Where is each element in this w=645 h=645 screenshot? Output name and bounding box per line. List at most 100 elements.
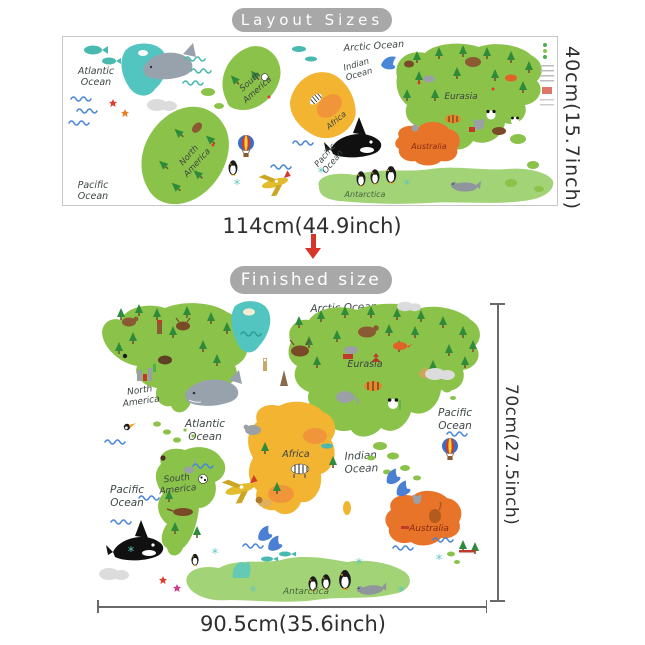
svg-text:*: * [318,166,325,181]
eurasia-landmarks [263,353,381,386]
polar-bear-icon [138,50,148,56]
central-america-islands [153,421,195,443]
layout-australia-label: Australia [410,142,446,151]
svg-text:*: * [212,547,219,562]
svg-text:*: * [128,545,135,560]
crocodile-icons [292,46,317,62]
hot-air-balloon-icon [441,437,459,461]
width-dimension-cap-right [485,600,487,613]
indian-ocean-label: Indian Ocean [344,449,378,476]
dolphin-icon [381,56,396,70]
finished-width-dimension: 90.5cm(35.6inch) [200,612,386,636]
layout-antarctica-label: Antarctica [344,190,386,199]
south-america-landmass: South America [222,46,281,110]
africa-patch [303,428,327,444]
snowflake-icons: * * * * * * [128,545,443,600]
svg-text:Ocean: Ocean [78,191,108,202]
snowflake-icons: * * * [234,166,411,193]
finished-height-dimension: 70cm(27.5inch) [501,384,521,526]
polar-bear-icon [243,308,255,316]
penguin-icon [385,165,397,184]
southeast-asia-islands [367,442,421,481]
north-america-landmass: North America [141,106,229,205]
starfish-icon [159,576,167,584]
africa-label: Africa [281,449,310,460]
svg-text:Ocean: Ocean [344,462,378,476]
penguin-icon [227,159,239,176]
south-america-animals [160,455,208,516]
svg-text:Ocean: Ocean [81,77,111,88]
layout-indian-ocean-label: Indian Ocean [342,57,373,84]
layout-atlantic-ocean-label: Atlantic Ocean [77,66,115,88]
eurasia-label: Eurasia [347,359,382,370]
starfish-icon [173,584,181,592]
australia-landmass [385,490,462,546]
penguin-icon [190,553,200,567]
pacific-right-label: Pacific Ocean [438,407,472,432]
finished-size-badge: Finished size [230,266,392,294]
teal-fish-icons [261,551,296,562]
iceberg-icon [232,561,251,578]
greenland-landmass [231,301,271,353]
down-arrow-icon [305,234,321,260]
whale-icon [185,370,242,406]
koala-icon [411,124,419,132]
madagascar [343,501,351,515]
svg-text:Pacific: Pacific [78,180,110,191]
atlantic-ocean-label: Atlantic Ocean [184,418,225,443]
finished-map: Arctic Ocean North [95,296,490,608]
svg-text:*: * [250,585,257,600]
svg-text:America: America [158,483,197,497]
whale-icon [143,43,196,80]
width-dimension-line [97,606,487,608]
flower-dots [211,81,495,147]
svg-text:*: * [356,557,363,572]
svg-text:South: South [163,473,190,486]
svg-text:Atlantic: Atlantic [184,418,225,430]
svg-text:Ocean: Ocean [438,420,472,432]
teal-fish-icons [84,45,121,65]
australia-label: Australia [408,524,449,534]
orca-icon [106,520,164,561]
svg-text:*: * [404,178,411,193]
width-dimension-cap-left [97,600,99,613]
height-dimension-cap-bottom [490,600,505,602]
eurasia-animals [289,325,431,410]
finished-map-illustration: Arctic Ocean North [99,301,480,602]
japan-islands [443,387,456,400]
starfish-icon [109,99,117,107]
layout-eurasia-label: Eurasia [444,92,477,102]
svg-text:*: * [234,178,241,193]
south-america-landmass [155,447,226,556]
sheet-info-column [540,43,554,106]
toucan-icon [123,423,136,431]
height-dimension-cap-top [490,303,505,305]
layout-map-sheet: Atlantic Ocean [62,36,558,206]
starfish-icon [121,109,129,117]
svg-text:Ocean: Ocean [110,497,144,509]
australia-animals [401,494,442,529]
cloud-icon [147,99,177,111]
koala-wombat-icons [473,116,519,135]
svg-text:*: * [436,553,443,568]
island-trees [459,540,479,554]
airplane-icon [258,168,295,199]
svg-text:*: * [398,585,405,600]
hot-air-balloon-icon [237,134,255,158]
map-scrap-pieces [505,134,544,192]
height-dimension-line [497,303,499,601]
antarctica-label: Antarctica [282,587,329,597]
svg-text:Atlantic: Atlantic [77,66,115,77]
svg-text:Pacific: Pacific [110,484,144,496]
africa-animals [243,424,333,507]
new-zealand-islands [447,551,460,564]
svg-text:Ocean: Ocean [188,431,222,443]
layout-sizes-badge: Layout Sizes [232,8,392,32]
layout-pacific-left-label: Pacific Ocean [78,180,110,202]
svg-text:North: North [127,384,154,397]
svg-text:Pacific: Pacific [438,407,472,419]
pacific-left-label: Pacific Ocean [110,484,144,509]
south-america-label: South America [158,473,197,497]
layout-arctic-ocean-label: Arctic Ocean [342,39,404,54]
